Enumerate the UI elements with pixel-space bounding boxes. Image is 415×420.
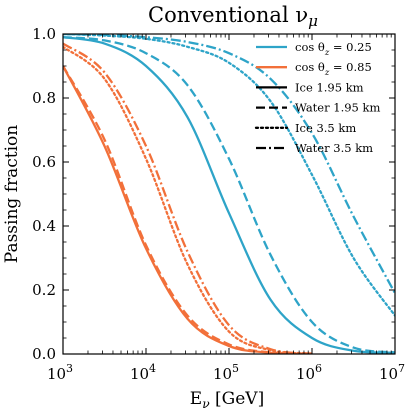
legend-label-2: Ice 1.95 km	[295, 80, 364, 94]
text-part: cos θ	[295, 40, 325, 54]
text-part: cos θ	[295, 60, 325, 74]
series-line-4	[63, 65, 313, 354]
text-part: [GeV]	[210, 389, 265, 409]
series-line-7	[63, 42, 313, 354]
y-tick-label: 1.0	[32, 25, 56, 43]
x-tick-exponent: 7	[398, 362, 405, 375]
legend-label-3: Water 1.95 km	[295, 101, 380, 115]
series-line-5	[63, 65, 313, 354]
legend-label-5: Water 3.5 km	[295, 141, 373, 155]
x-tick-exponent: 6	[315, 362, 322, 375]
legend-label-1: cos θz = 0.85	[295, 60, 372, 77]
y-axis-title: Passing fraction	[2, 125, 22, 264]
x-tick-exponent: 3	[66, 362, 73, 375]
x-tick-base: 10	[47, 365, 66, 383]
y-tick-label: 0.2	[32, 281, 56, 299]
x-tick-label: 106	[296, 362, 322, 383]
text-part: = 0.85	[329, 60, 372, 74]
series-line-2	[63, 34, 395, 317]
x-tick-base: 10	[213, 365, 232, 383]
x-tick-label: 107	[379, 362, 405, 383]
series-line-0	[63, 36, 395, 354]
y-tick-label: 0.4	[32, 217, 56, 235]
text-part: Water 1.95 km	[295, 101, 380, 115]
y-tick-label: 0.0	[32, 345, 56, 363]
y-tick-label: 0.6	[32, 153, 56, 171]
x-tick-exponent: 5	[232, 362, 239, 375]
series-line-1	[63, 36, 395, 354]
text-part: Conventional ν	[148, 3, 308, 27]
text-subscript: μ	[308, 12, 318, 30]
x-tick-base: 10	[296, 365, 315, 383]
text-subscript: ν	[202, 397, 210, 411]
axis-ticks	[62, 33, 396, 355]
x-tick-base: 10	[130, 365, 149, 383]
text-part: = 0.25	[329, 40, 372, 54]
text-part: Ice 3.5 km	[295, 121, 356, 135]
x-tick-label: 105	[213, 362, 239, 383]
x-axis-title: Eν [GeV]	[190, 389, 264, 411]
x-tick-label: 104	[130, 362, 156, 383]
text-subscript: z	[324, 47, 330, 57]
text-part: E	[190, 389, 202, 409]
text-part: Water 3.5 km	[295, 141, 373, 155]
x-tick-label: 103	[47, 362, 73, 383]
series-line-6	[63, 45, 314, 354]
legend-label-0: cos θz = 0.25	[295, 40, 372, 57]
text-part: Ice 1.95 km	[295, 80, 364, 94]
legend-label-4: Ice 3.5 km	[295, 121, 356, 135]
x-tick-base: 10	[379, 365, 398, 383]
x-tick-exponent: 4	[149, 362, 156, 375]
y-tick-label: 0.8	[32, 89, 56, 107]
text-subscript: z	[324, 67, 330, 77]
chart-title: Conventional νμ	[148, 3, 318, 30]
